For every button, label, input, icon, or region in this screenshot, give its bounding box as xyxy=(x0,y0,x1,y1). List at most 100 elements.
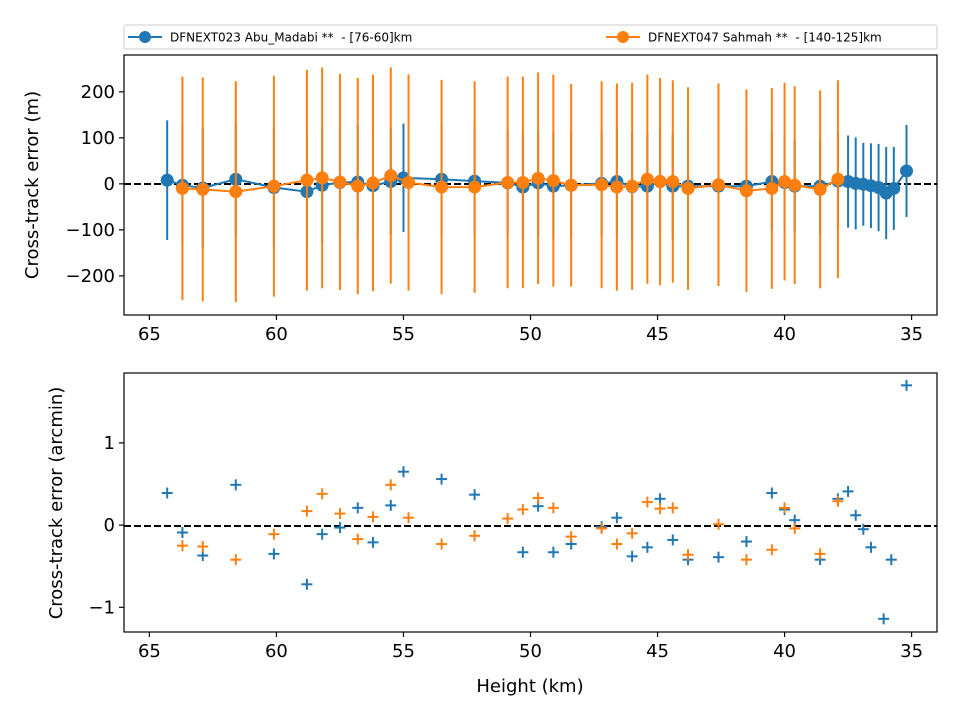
bottom-data-point xyxy=(230,554,242,566)
bottom-data-point xyxy=(367,511,379,523)
top-data-point xyxy=(315,171,329,185)
bottom-data-point xyxy=(842,485,854,497)
top-data-point xyxy=(625,179,639,193)
top-y-tick-label: −200 xyxy=(66,266,115,287)
bottom-data-point xyxy=(596,522,608,534)
bottom-data-point xyxy=(682,549,694,561)
top-data-point xyxy=(653,175,667,189)
bottom-data-point xyxy=(857,523,869,535)
bottom-data-point xyxy=(517,503,529,515)
top-y-tick-label: 200 xyxy=(81,82,115,103)
top-data-point xyxy=(610,180,624,194)
bottom-data-point xyxy=(436,538,448,550)
top-data-point xyxy=(778,175,792,189)
bottom-data-point xyxy=(667,534,679,546)
bottom-data-point xyxy=(268,528,280,540)
bottom-x-tick-label: 35 xyxy=(900,641,923,662)
top-data-point xyxy=(300,173,314,187)
top-data-point xyxy=(196,182,210,196)
top-panel: 65 60 55 50 45 40 35 −200 −100 0 100 200 Cross-tra… xyxy=(22,54,938,345)
bottom-data-point xyxy=(547,502,559,514)
top-data-point xyxy=(681,181,695,195)
bottom-data-point xyxy=(611,538,623,550)
top-data-point xyxy=(229,185,243,199)
bottom-data-point xyxy=(385,479,397,491)
top-x-tick-label: 35 xyxy=(900,324,923,345)
legend-label-1: DFNEXT023 Abu_Madabi ** - [76-60]km xyxy=(170,31,412,45)
bottom-data-point xyxy=(517,546,529,558)
bottom-data-point xyxy=(268,548,280,560)
legend-label-2: DFNEXT047 Sahmah ** - [140-125]km xyxy=(648,31,882,45)
top-data-point xyxy=(468,180,482,194)
bottom-data-point xyxy=(740,554,752,566)
bottom-y-tick-label: 1 xyxy=(104,433,115,454)
bottom-x-tick-label: 55 xyxy=(392,641,415,662)
top-y-tick-label: 100 xyxy=(81,128,115,149)
top-data-point xyxy=(831,172,845,186)
top-data-point xyxy=(531,171,545,185)
bottom-data-point xyxy=(789,522,801,534)
legend-frame xyxy=(123,24,938,50)
bottom-data-point xyxy=(176,540,188,552)
bottom-data-point xyxy=(626,527,638,539)
bottom-data-point xyxy=(713,551,725,563)
top-data-point xyxy=(175,181,189,195)
bottom-data-point xyxy=(611,512,623,524)
top-x-tick-label: 40 xyxy=(773,324,796,345)
bottom-data-point xyxy=(502,513,514,525)
bottom-data-point xyxy=(740,536,752,548)
top-y-axis-label: Cross-track error (m) xyxy=(22,91,43,279)
bottom-data-point xyxy=(397,466,409,478)
top-data-point xyxy=(546,174,560,188)
bottom-data-point xyxy=(654,493,666,505)
top-data-point xyxy=(739,184,753,198)
bottom-series-2 xyxy=(176,479,844,566)
bottom-data-point xyxy=(814,548,826,560)
top-data-point xyxy=(384,169,398,183)
bottom-y-axis-label: Cross-track error (arcmin) xyxy=(46,387,67,620)
legend-marker-1 xyxy=(139,31,151,43)
bottom-series-1 xyxy=(161,379,913,625)
top-x-tick-label: 45 xyxy=(646,324,669,345)
bottom-y-axis: −1 0 1 xyxy=(88,433,124,618)
bottom-data-point xyxy=(901,379,913,391)
bottom-data-point xyxy=(626,550,638,562)
legend: DFNEXT023 Abu_Madabi ** - [76-60]km DFNE… xyxy=(123,24,938,50)
bottom-data-point xyxy=(532,492,544,504)
top-x-tick-label: 55 xyxy=(392,324,415,345)
top-data-point xyxy=(435,180,449,194)
bottom-data-point xyxy=(654,503,666,515)
top-data-point xyxy=(160,173,174,187)
top-x-tick-label: 65 xyxy=(138,324,161,345)
top-x-tick-label: 50 xyxy=(519,324,542,345)
top-data-point xyxy=(351,179,365,193)
bottom-panel: 65 60 55 50 45 40 35 −1 0 1 Height (km) Cross-tr… xyxy=(46,372,938,697)
legend-entry-1: DFNEXT023 Abu_Madabi ** - [76-60]km xyxy=(128,31,412,45)
bottom-x-tick-label: 40 xyxy=(773,641,796,662)
bottom-x-tick-label: 45 xyxy=(646,641,669,662)
bottom-data-point xyxy=(367,536,379,548)
bottom-data-point xyxy=(352,533,364,545)
top-data-point xyxy=(900,164,914,178)
top-data-point xyxy=(267,179,281,193)
top-y-tick-label: −100 xyxy=(66,220,115,241)
top-data-point xyxy=(333,175,347,189)
bottom-data-point xyxy=(161,487,173,499)
bottom-x-tick-label: 50 xyxy=(519,641,542,662)
top-data-point xyxy=(595,178,609,192)
top-data-point xyxy=(712,178,726,192)
bottom-series-layer xyxy=(161,379,913,625)
bottom-x-tick-label: 60 xyxy=(265,641,288,662)
bottom-data-point xyxy=(641,496,653,508)
bottom-y-tick-label: −1 xyxy=(88,597,115,618)
top-x-tick-label: 60 xyxy=(265,324,288,345)
bottom-data-point xyxy=(850,509,862,521)
top-y-axis: −200 −100 0 100 200 xyxy=(66,82,124,287)
top-data-point xyxy=(564,178,578,192)
top-data-point xyxy=(366,176,380,190)
top-data-point xyxy=(788,178,802,192)
top-series-2 xyxy=(175,67,845,303)
bottom-data-point xyxy=(565,531,577,543)
